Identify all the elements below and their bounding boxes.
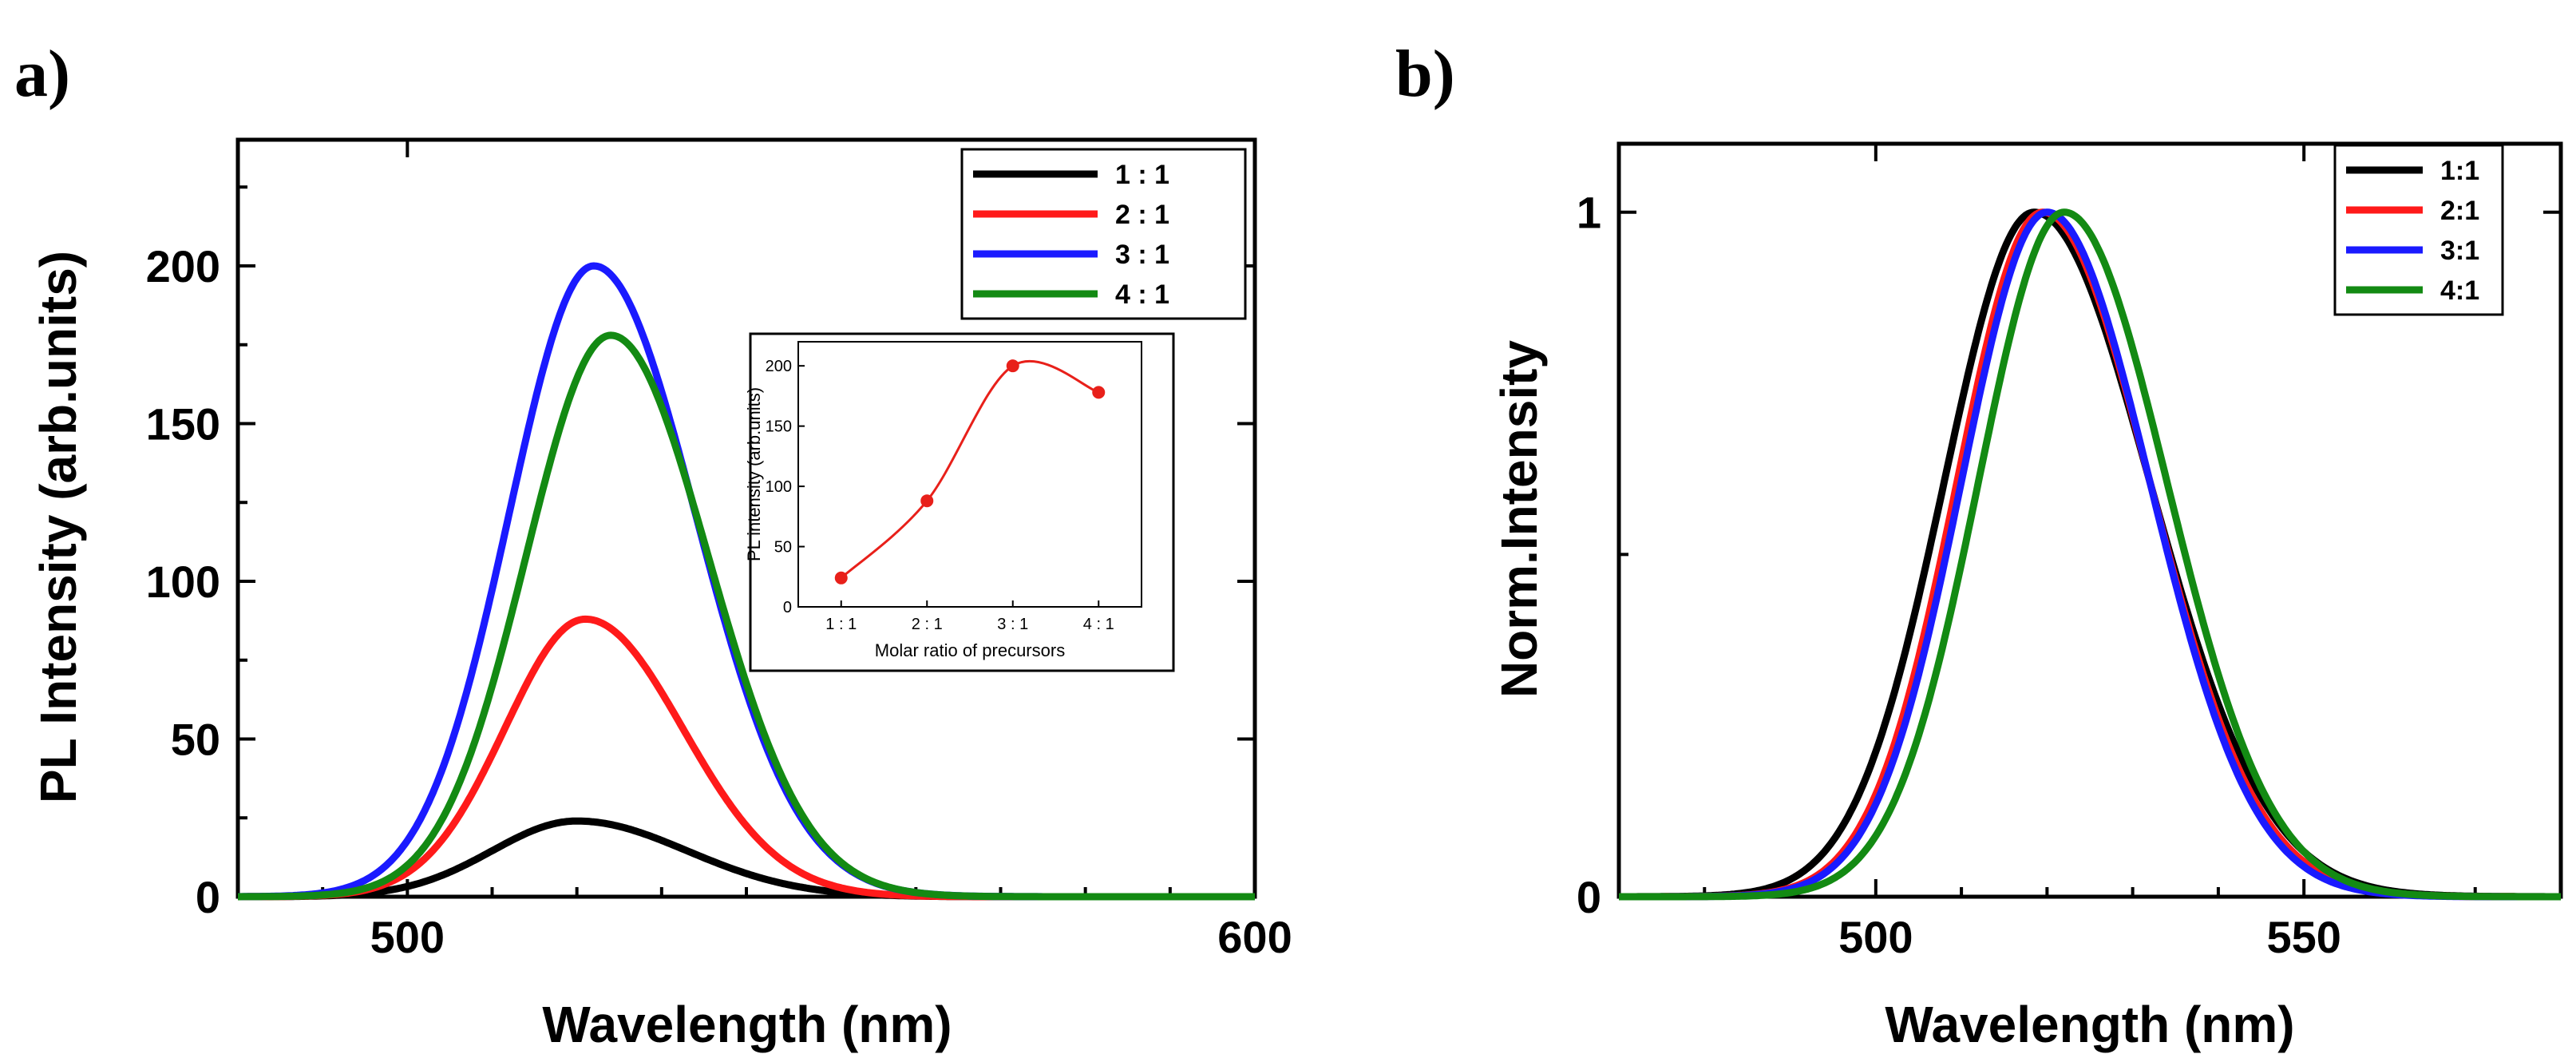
- inset-y-tick-label: 200: [766, 358, 792, 375]
- inset-y-tick-label: 100: [766, 478, 792, 496]
- inset-data-point: [1092, 386, 1106, 399]
- legend-label: 1:1: [2440, 156, 2479, 186]
- inset-x-tick-label: 1 : 1: [825, 616, 857, 633]
- inset-data-point: [834, 571, 848, 584]
- inset-x-tick-label: 2 : 1: [912, 616, 943, 633]
- panel-b-label: b): [1395, 37, 1455, 111]
- inset-x-tick-label: 3 : 1: [997, 616, 1028, 633]
- panel-a-y-tick-label: 200: [146, 241, 220, 291]
- inset-y-tick-label: 0: [783, 599, 792, 616]
- panel-a-x-tick-label: 600: [1217, 912, 1292, 962]
- panel-a-inset: 0 50 100 150 200 1 : 1 2 : 1 3 : 1 4 : 1 Molar ra…: [744, 332, 1175, 672]
- legend-label: 2:1: [2440, 196, 2479, 226]
- panel-b-x-tick-label: 550: [2266, 912, 2341, 962]
- panel-a-y-tick-label: 150: [146, 399, 220, 450]
- series-line-4:1: [236, 331, 1256, 901]
- panel-b-legend: 1:1 2:1 3:1 4:1: [2333, 144, 2504, 316]
- legend-label: 3:1: [2440, 236, 2479, 266]
- inset-y-tick-label: 50: [774, 539, 792, 557]
- panel-a-y-tick-label: 50: [171, 715, 220, 765]
- inset-data-point: [1006, 359, 1019, 373]
- inset-x-axis-label: Molar ratio of precursors: [875, 640, 1065, 660]
- panel-a-legend: 1 : 1 2 : 1 3 : 1 4 : 1: [960, 148, 1247, 320]
- legend-label: 4:1: [2440, 275, 2479, 306]
- panel-b-y-tick-label: 0: [1577, 872, 1601, 922]
- panel-a-y-tick-label: 0: [196, 872, 220, 922]
- panel-b-plot-frame: [1616, 141, 2563, 899]
- legend-label: 2 : 1: [1115, 200, 1169, 230]
- panel-a-x-tick-label: 500: [370, 912, 445, 962]
- panel-b-y-axis-label: Norm.Intensity: [1490, 340, 1548, 698]
- inset-data-point: [920, 494, 934, 508]
- panel-a-label: a): [14, 37, 70, 111]
- panel-a-y-tick-label: 100: [146, 557, 220, 607]
- legend-label: 3 : 1: [1115, 240, 1169, 270]
- panel-b-x-axis-label: Wavelength (nm): [1885, 996, 2294, 1053]
- legend-label: 1 : 1: [1115, 160, 1169, 190]
- inset-plot-area: [797, 341, 1142, 608]
- inset-trend-line: [840, 359, 1099, 579]
- panel-b-chart: 500 550 0 1 1:1 2:1 3:1 4:1 Wavelength (nm) No…: [1490, 141, 2563, 1053]
- panel-a-y-axis-label: PL Intensity (arb.units): [30, 251, 87, 803]
- panel-a-x-axis-label: Wavelength (nm): [542, 996, 952, 1053]
- legend-label: 4 : 1: [1115, 279, 1169, 310]
- inset-x-tick-label: 4 : 1: [1083, 616, 1114, 633]
- panel-b-y-tick-label: 1: [1577, 188, 1601, 238]
- inset-y-tick-label: 150: [766, 418, 792, 436]
- inset-y-axis-label: PL intensity (arb.units): [744, 387, 764, 561]
- series-line-4:1: [1617, 208, 2562, 901]
- panel-b-x-tick-label: 500: [1838, 912, 1913, 962]
